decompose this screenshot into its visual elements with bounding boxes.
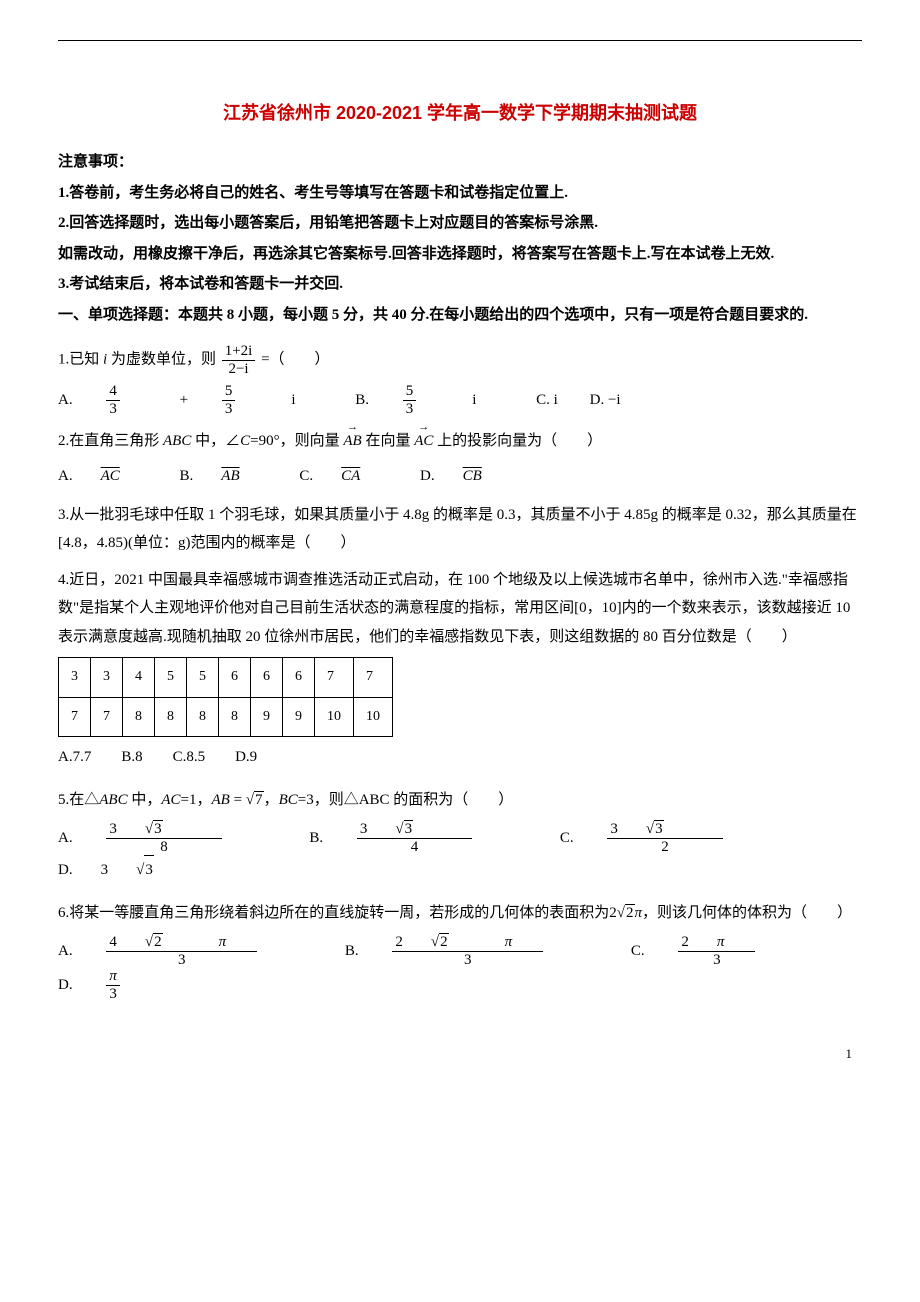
- question-2: 2.在直角三角形 ABC 中，∠C=90°，则向量 AB 在向量 AC 上的投影…: [58, 427, 862, 456]
- q1-stem-pre: 1.已知: [58, 352, 103, 368]
- q6-opt-a: A. 42π 3: [58, 933, 313, 968]
- sqrt-7: 7: [246, 786, 264, 815]
- top-rule: [58, 40, 862, 41]
- question-1: 1.已知 i 为虚数单位，则 1+2i 2−i =（ ）: [58, 343, 862, 377]
- table-row: 7 7 8 8 8 8 9 9 10 10: [59, 697, 393, 737]
- q2-opt-c: C. CA: [299, 462, 388, 491]
- notice-2: 2.回答选择题时，选出每小题答案后，用铅笔把答题卡上对应题目的答案标号涂黑.: [58, 209, 862, 238]
- sqrt-2: 2: [617, 899, 635, 928]
- notice-3: 如需改动，用橡皮擦干净后，再选涂其它答案标号.回答非选择题时，将答案写在答题卡上…: [58, 240, 862, 269]
- question-3: 3.从一批羽毛球中任取 1 个羽毛球，如果其质量小于 4.8g 的概率是 0.3…: [58, 501, 862, 558]
- vec-ac: AC: [414, 427, 433, 456]
- q2-options: A. AC B. AB C. CA D. CB: [58, 462, 862, 491]
- table-row: 3 3 4 5 5 6 6 6 7 7: [59, 658, 393, 698]
- q4-table: 3 3 4 5 5 6 6 6 7 7 7 7 8 8 8 8 9 9 10 1…: [58, 657, 393, 737]
- q6-opt-c: C. 2π 3: [631, 934, 812, 968]
- q2-opt-d: D. CB: [420, 462, 510, 491]
- q1-frac-den: 2−i: [222, 361, 256, 378]
- vec-ab: AB: [343, 427, 361, 456]
- exam-title: 江苏省徐州市 2020-2021 学年高一数学下学期期末抽测试题: [58, 96, 862, 130]
- q2-opt-b: B. AB: [180, 462, 268, 491]
- q5-options: A. 33 8 B. 33 4 C. 33 2 D. 33: [58, 820, 862, 885]
- q1-opt-d: D. −i: [590, 386, 621, 415]
- q5-opt-d: D. 33: [58, 855, 210, 885]
- page-number: 1: [58, 1042, 862, 1067]
- notice-4: 3.考试结束后，将本试卷和答题卡一并交回.: [58, 270, 862, 299]
- q6-opt-b: B. 22π 3: [345, 933, 599, 968]
- notice-1: 1.答卷前，考生务必将自己的姓名、考生号等填写在答题卡和试卷指定位置上.: [58, 179, 862, 208]
- q5-opt-a: A. 33 8: [58, 820, 278, 855]
- q1-fraction: 1+2i 2−i: [222, 343, 256, 377]
- q5-opt-b: B. 33 4: [309, 820, 528, 855]
- question-5: 5.在△ABC 中，AC=1，AB = 7，BC=3，则△ABC 的面积为（ ）: [58, 786, 862, 815]
- q6-options: A. 42π 3 B. 22π 3 C. 2π 3 D. π 3: [58, 933, 862, 1002]
- q1-stem-post: =（ ）: [261, 352, 329, 368]
- q5-opt-c: C. 33 2: [560, 820, 779, 855]
- q2-opt-a: A. AC: [58, 462, 148, 491]
- question-6: 6.将某一等腰直角三角形绕着斜边所在的直线旋转一周，若形成的几何体的表面积为22…: [58, 899, 862, 928]
- q1-stem-mid: 为虚数单位，则: [107, 352, 216, 368]
- q1-options: A. 43 + 53i B. 53i C. i D. −i: [58, 383, 862, 417]
- q1-opt-c: C. i: [536, 386, 558, 415]
- q1-opt-a: A. 43 + 53i: [58, 383, 323, 417]
- section-1: 一、单项选择题：本题共 8 小题，每小题 5 分，共 40 分.在每小题给出的四…: [58, 301, 862, 330]
- q1-frac-num: 1+2i: [222, 343, 256, 361]
- q6-opt-d: D. π 3: [58, 968, 176, 1002]
- question-4: 4.近日，2021 中国最具幸福感城市调查推选活动正式启动，在 100 个地级及…: [58, 566, 862, 652]
- q1-opt-b: B. 53i: [355, 383, 504, 417]
- q4-options: A.7.7 B.8 C.8.5 D.9: [58, 743, 862, 772]
- notice-heading: 注意事项：: [58, 148, 862, 177]
